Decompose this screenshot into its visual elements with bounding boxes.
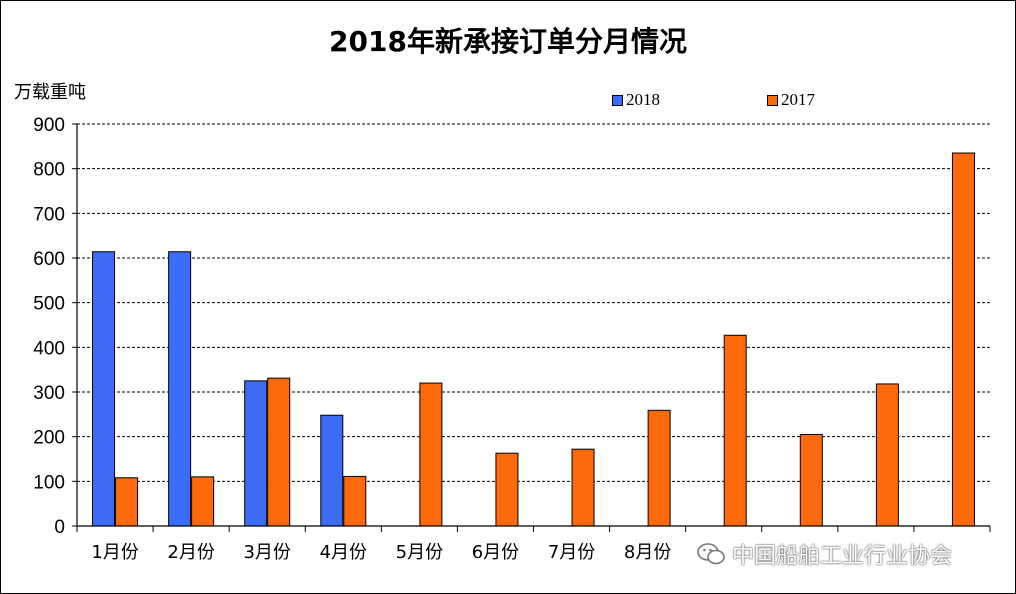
x-tick-label: 8月份 <box>624 542 671 563</box>
x-tick-label: 1月份 <box>91 542 138 563</box>
x-tick-label: 3月份 <box>243 542 290 563</box>
legend-item-2017: 2017 <box>767 90 815 109</box>
bar-2017-6 <box>495 452 519 527</box>
legend-swatch-2018 <box>612 94 623 106</box>
watermark-text: 中国船舶工业行业协会 <box>732 544 953 569</box>
y-tick-label: 800 <box>33 160 65 181</box>
watermark: 中国船舶工业行业协会 <box>696 538 952 570</box>
wechat-icon <box>697 543 725 565</box>
y-tick-label: 0 <box>54 517 65 538</box>
y-tick-label: 400 <box>33 338 65 359</box>
bars <box>92 152 975 527</box>
bar-2018-1 <box>92 251 116 527</box>
bar-2017-11 <box>875 383 899 527</box>
bar-2018-2 <box>168 251 192 527</box>
x-tick-label: 7月份 <box>548 542 595 563</box>
y-tick-label: 500 <box>33 294 65 315</box>
axes <box>72 123 991 532</box>
bar-2017-5 <box>419 382 443 527</box>
bar-2018-3 <box>244 380 268 527</box>
gridlines <box>77 123 990 482</box>
bar-2017-4 <box>343 475 367 527</box>
legend-item-2018: 2018 <box>612 90 660 109</box>
y-tick-label: 700 <box>33 204 65 225</box>
y-tick-label: 100 <box>33 472 65 493</box>
bar-2017-7 <box>571 448 595 527</box>
bar-2017-2 <box>191 476 215 527</box>
y-tick-label: 300 <box>33 383 65 404</box>
x-tick-label: 6月份 <box>472 542 519 563</box>
bar-2017-3 <box>267 377 291 527</box>
y-axis-unit-label: 万载重吨 <box>14 82 86 103</box>
x-tick-label: 2月份 <box>167 542 214 563</box>
x-tick-label: 4月份 <box>320 542 367 563</box>
bar-2017-1 <box>115 477 139 527</box>
tick-labels: 0 100 200 300 400 500 600 700 800 900 1月份 2月份 3月份 4月份… <box>33 115 671 563</box>
bar-2017-12 <box>951 152 975 527</box>
y-tick-label: 200 <box>33 428 65 449</box>
x-tick-label: 5月份 <box>396 542 443 563</box>
legend-swatch-2017 <box>767 94 778 106</box>
legend-label-2017: 2017 <box>781 90 815 109</box>
y-tick-label: 900 <box>33 115 65 136</box>
bar-2017-8 <box>647 409 671 527</box>
bar-2017-10 <box>799 433 823 527</box>
legend-label-2018: 2018 <box>626 90 660 109</box>
bar-2018-4 <box>320 414 344 527</box>
chart-title: 2018年新承接订单分月情况 <box>329 25 687 58</box>
bar-2017-9 <box>723 334 747 527</box>
y-tick-label: 600 <box>33 249 65 270</box>
